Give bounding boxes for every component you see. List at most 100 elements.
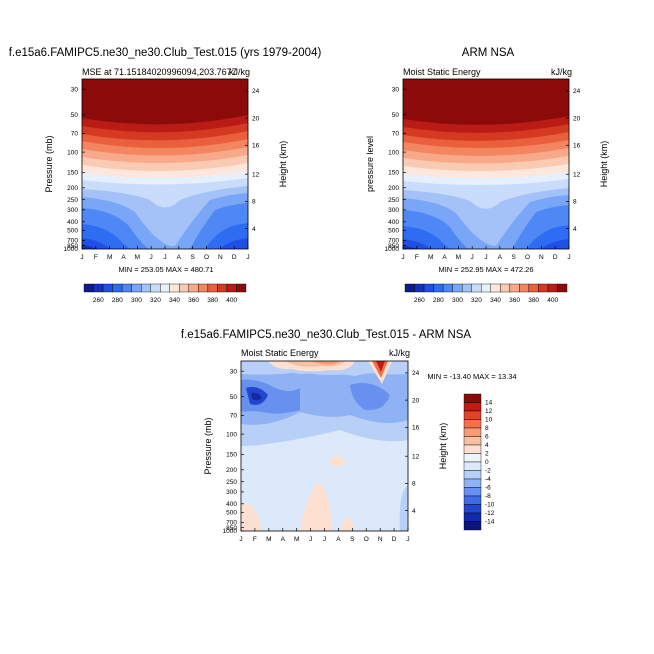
height-tick-label: 4 (252, 226, 256, 233)
colorbar-box (442, 283, 453, 293)
colorbar-box (112, 283, 123, 293)
pressure-tick-label: 200 (226, 467, 237, 474)
colorbar-box (433, 283, 444, 293)
month-tick-label: D (553, 254, 558, 261)
colorbar-label: 10 (485, 417, 493, 424)
panel-observation: ARM NSA Moist Static Energy kJ/kg MIN = … (365, 47, 609, 274)
month-tick-label: J (471, 254, 474, 261)
pressure-tick-label: 1000 (64, 246, 79, 253)
month-tick-label: D (232, 254, 237, 261)
obs-colorbar: 260 280 300 320 340 360 380 400 (404, 283, 568, 304)
colorbar-label: 12 (485, 408, 493, 415)
month-tick-label: M (135, 254, 140, 261)
colorbar-box (463, 419, 482, 429)
pressure-tick-label: 70 (71, 131, 79, 138)
colorbar-box (452, 283, 463, 293)
colorbar-label: 400 (226, 297, 237, 304)
pressure-tick-label: 150 (67, 170, 78, 177)
colorbar-box (150, 283, 161, 293)
colorbar-label: 360 (188, 297, 199, 304)
obs-ylabel-right: Height (km) (599, 141, 609, 188)
colorbar-box (547, 283, 558, 293)
month-tick-label: O (204, 254, 209, 261)
colorbar-box (481, 283, 491, 293)
colorbar-label: 4 (485, 442, 489, 449)
month-tick-label: J (309, 536, 312, 543)
pressure-tick-label: 700 (226, 520, 237, 527)
colorbar-label: 340 (169, 297, 180, 304)
height-tick-label: 8 (252, 199, 256, 206)
colorbar-box (207, 283, 218, 293)
model-colorbar: 260 280 300 320 340 360 380 400 (83, 283, 247, 304)
colorbar-box (121, 283, 132, 293)
month-tick-label: J (246, 254, 249, 261)
colorbar-box (198, 283, 209, 293)
model-field (82, 79, 248, 249)
month-tick-label: J (323, 536, 326, 543)
panel-model: f.e15a6.FAMIPC5.ne30_ne30.Club_Test.015 … (9, 47, 322, 274)
colorbar-box (463, 521, 482, 531)
colorbar-label: 360 (509, 297, 520, 304)
model-title: f.e15a6.FAMIPC5.ne30_ne30.Club_Test.015 … (9, 47, 322, 59)
month-tick-label: N (539, 254, 544, 261)
pressure-tick-label: 1000 (385, 246, 400, 253)
month-tick-label: D (392, 536, 397, 543)
month-tick-label: J (150, 254, 153, 261)
colorbar-label: -2 (485, 468, 491, 475)
pressure-tick-label: 500 (67, 228, 78, 235)
pressure-tick-label: 850 (226, 525, 237, 532)
pressure-tick-label: 100 (388, 149, 399, 156)
height-tick-label: 20 (573, 115, 581, 122)
colorbar-box (169, 283, 180, 293)
pressure-tick-label: 500 (226, 510, 237, 517)
pressure-tick-label: 50 (392, 112, 400, 119)
colorbar-label: 320 (471, 297, 482, 304)
colorbar-box (236, 283, 247, 293)
diff-stats: MIN = -13.40 MAX = 13.34 (427, 372, 516, 381)
month-tick-label: J (406, 536, 409, 543)
colorbar-box (557, 283, 568, 293)
colorbar-box (131, 283, 142, 293)
colorbar-box (500, 283, 511, 293)
obs-left-label: Moist Static Energy (403, 67, 481, 77)
colorbar-label: -6 (485, 485, 491, 492)
pressure-tick-label: 150 (226, 452, 237, 459)
diff-title: f.e15a6.FAMIPC5.ne30_ne30.Club_Test.015 … (181, 329, 472, 341)
month-tick-label: O (364, 536, 369, 543)
month-tick-label: F (94, 254, 98, 261)
pressure-tick-label: 50 (71, 112, 79, 119)
pressure-tick-label: 100 (67, 149, 78, 156)
colorbar-box (404, 283, 415, 293)
month-tick-label: S (350, 536, 355, 543)
colorbar-box (102, 283, 113, 293)
colorbar-label: 2 (485, 451, 489, 458)
colorbar-box (463, 436, 482, 446)
height-tick-label: 20 (412, 397, 420, 404)
pressure-tick-label: 250 (67, 197, 78, 204)
month-tick-label: N (378, 536, 383, 543)
diff-left-label: Moist Static Energy (241, 348, 319, 358)
pressure-tick-label: 50 (230, 394, 238, 401)
height-tick-label: 24 (573, 88, 581, 95)
colorbar-label: -12 (485, 510, 495, 517)
height-tick-label: 8 (412, 481, 416, 488)
model-ylabel-right: Height (km) (278, 141, 288, 188)
month-tick-label: M (428, 254, 433, 261)
pressure-tick-label: 700 (388, 238, 399, 245)
height-tick-label: 12 (573, 171, 581, 178)
pressure-tick-label: 400 (226, 501, 237, 508)
diff-right-label: kJ/kg (389, 348, 410, 358)
colorbar-box (463, 504, 482, 514)
height-tick-label: 12 (412, 453, 420, 460)
colorbar-label: 300 (131, 297, 142, 304)
height-tick-label: 4 (573, 226, 577, 233)
pressure-tick-label: 100 (226, 431, 237, 438)
month-tick-label: A (177, 254, 182, 261)
colorbar-label: -14 (485, 519, 495, 526)
colorbar-label: -10 (485, 502, 495, 509)
colorbar-label: -8 (485, 493, 491, 500)
height-tick-label: 8 (573, 199, 577, 206)
pressure-tick-label: 300 (67, 207, 78, 214)
month-tick-label: M (456, 254, 461, 261)
colorbar-box (93, 283, 104, 293)
